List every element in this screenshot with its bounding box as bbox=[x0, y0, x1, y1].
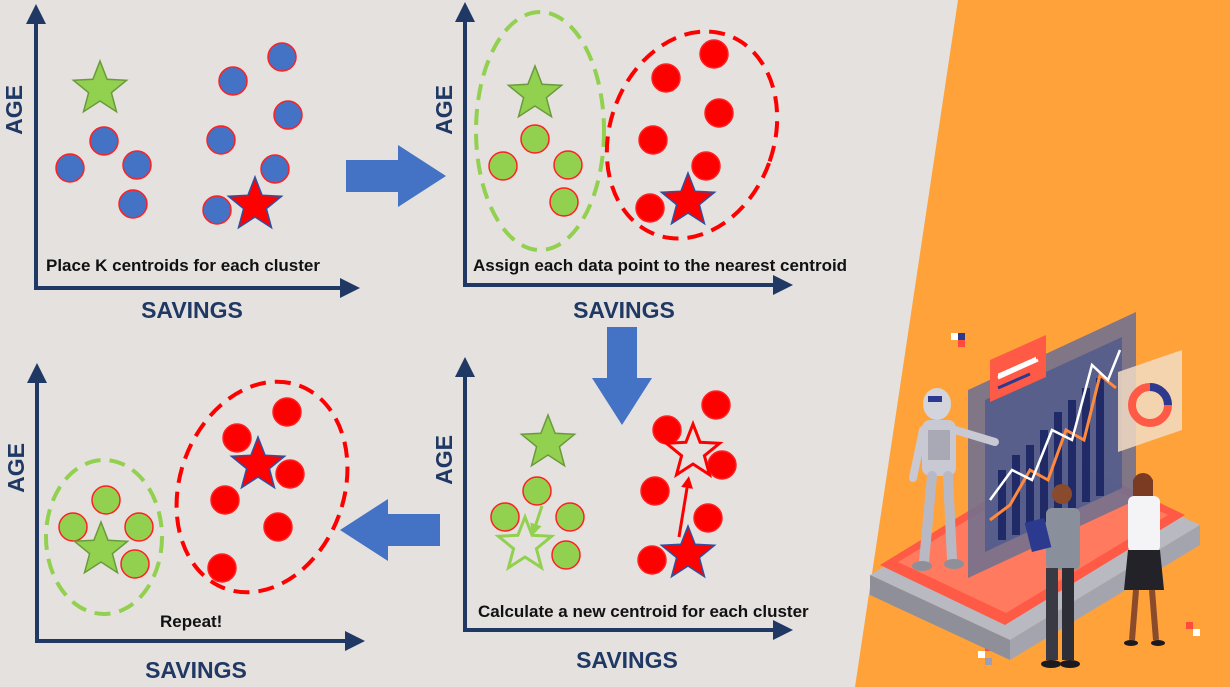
data-point bbox=[202, 195, 232, 225]
data-point bbox=[124, 512, 154, 542]
robot-icon bbox=[909, 388, 999, 571]
data-point bbox=[693, 503, 723, 533]
y-axis-label: AGE bbox=[3, 443, 29, 493]
data-point bbox=[635, 193, 665, 223]
old-red-centroid-star bbox=[659, 523, 717, 579]
green-centroid-star bbox=[506, 63, 564, 119]
dashboard-chart-icon bbox=[968, 312, 1182, 578]
data-point bbox=[210, 485, 240, 515]
data-point bbox=[218, 66, 248, 96]
old-green-centroid-star bbox=[519, 412, 577, 468]
data-point bbox=[58, 512, 88, 542]
arrow-right-icon bbox=[346, 145, 446, 207]
data-point bbox=[488, 151, 518, 181]
data-point bbox=[490, 502, 520, 532]
data-point bbox=[222, 423, 252, 453]
businesswoman-icon bbox=[1124, 473, 1165, 646]
green-centroid-move-arrow bbox=[530, 505, 544, 536]
data-point bbox=[701, 390, 731, 420]
data-point bbox=[89, 126, 119, 156]
data-point bbox=[263, 512, 293, 542]
data-point bbox=[273, 100, 303, 130]
panel-place-centroids: AGE SAVINGS Place K centroids for each c… bbox=[1, 4, 360, 323]
y-axis-label: AGE bbox=[1, 85, 27, 135]
data-point bbox=[275, 459, 305, 489]
x-axis-label: SAVINGS bbox=[145, 657, 247, 683]
data-point bbox=[640, 476, 670, 506]
red-centroid-star bbox=[226, 174, 284, 230]
data-point bbox=[638, 125, 668, 155]
arrow-down-icon bbox=[592, 327, 652, 425]
data-point bbox=[637, 545, 667, 575]
green-centroid-star bbox=[71, 58, 129, 114]
panel-assign-points: AGE SAVINGS Assign each data point to th… bbox=[431, 2, 847, 323]
data-point bbox=[553, 150, 583, 180]
new-green-centroid-star bbox=[494, 512, 556, 572]
green-centroid-star bbox=[72, 519, 130, 575]
x-axis-label: SAVINGS bbox=[141, 297, 243, 323]
businessman-icon bbox=[1024, 484, 1080, 668]
data-point bbox=[120, 549, 150, 579]
data-point bbox=[699, 39, 729, 69]
data-point bbox=[55, 153, 85, 183]
data-point bbox=[652, 415, 682, 445]
data-point bbox=[207, 553, 237, 583]
data-point bbox=[707, 450, 737, 480]
y-axis-label: AGE bbox=[431, 435, 457, 485]
panel-calculate-centroids: AGE SAVINGS Calculate a new centroid for… bbox=[431, 357, 809, 673]
green-cluster-boundary bbox=[44, 458, 164, 616]
green-cluster-boundary bbox=[474, 10, 606, 252]
data-point bbox=[651, 63, 681, 93]
data-point bbox=[91, 485, 121, 515]
data-point bbox=[551, 540, 581, 570]
data-point bbox=[691, 151, 721, 181]
data-point bbox=[555, 502, 585, 532]
x-axis-label: SAVINGS bbox=[573, 297, 675, 323]
arrow-left-icon bbox=[340, 499, 440, 561]
panel-repeat: AGE SAVINGS Repeat! bbox=[3, 363, 365, 683]
red-centroid-star bbox=[659, 170, 717, 226]
red-cluster-boundary bbox=[604, 29, 780, 241]
data-point bbox=[122, 150, 152, 180]
data-point bbox=[549, 187, 579, 217]
data-point bbox=[267, 42, 297, 72]
data-point bbox=[260, 154, 290, 184]
panel-caption: Place K centroids for each cluster bbox=[46, 256, 320, 275]
data-point bbox=[272, 397, 302, 427]
data-point bbox=[704, 98, 734, 128]
ai-analytics-illustration bbox=[870, 312, 1200, 668]
new-red-centroid-star bbox=[662, 419, 724, 479]
red-centroid-move-arrow bbox=[677, 476, 693, 538]
panel-caption: Assign each data point to the nearest ce… bbox=[473, 256, 847, 275]
panel-caption: Calculate a new centroid for each cluste… bbox=[478, 602, 809, 621]
data-point bbox=[522, 476, 552, 506]
data-point bbox=[206, 125, 236, 155]
x-axis-label: SAVINGS bbox=[576, 647, 678, 673]
data-point bbox=[520, 124, 550, 154]
y-axis-label: AGE bbox=[431, 85, 457, 135]
red-centroid-star bbox=[229, 434, 287, 490]
panel-caption: Repeat! bbox=[160, 612, 222, 631]
red-cluster-boundary bbox=[174, 379, 350, 595]
data-point bbox=[118, 189, 148, 219]
